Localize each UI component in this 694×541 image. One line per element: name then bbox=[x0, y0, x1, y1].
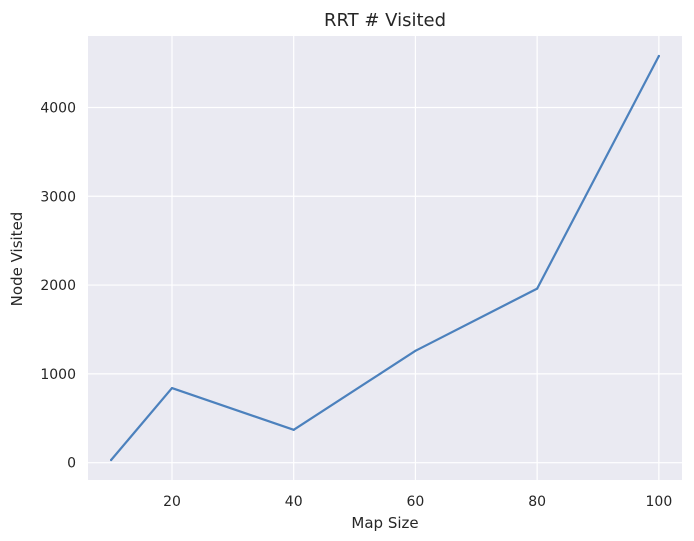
y-gridlines bbox=[88, 106, 682, 464]
x-gridlines bbox=[171, 36, 660, 480]
data-point bbox=[657, 54, 660, 58]
data-point bbox=[414, 349, 417, 352]
plot-area bbox=[88, 36, 682, 480]
x-tick-label: 40 bbox=[285, 494, 303, 510]
series-layer bbox=[110, 54, 660, 462]
y-tick-label: 4000 bbox=[40, 100, 76, 116]
y-tick-label: 3000 bbox=[40, 189, 76, 205]
y-tick-label: 0 bbox=[67, 456, 76, 472]
data-point bbox=[110, 458, 113, 462]
x-tick-label: 100 bbox=[646, 494, 673, 510]
x-tick-label: 80 bbox=[528, 494, 546, 510]
x-axis-label: Map Size bbox=[351, 514, 418, 532]
x-tick-label: 60 bbox=[407, 494, 425, 510]
data-point bbox=[170, 386, 174, 390]
x-tick-label: 20 bbox=[163, 494, 181, 510]
y-tick-label: 1000 bbox=[40, 367, 76, 383]
y-axis-label: Node Visited bbox=[8, 212, 26, 307]
chart-title: RRT # Visited bbox=[324, 10, 446, 31]
series-line bbox=[110, 54, 660, 462]
x-tick-labels: 20 40 60 80 100 bbox=[163, 494, 672, 510]
data-point bbox=[536, 287, 539, 290]
data-point bbox=[292, 428, 295, 431]
y-tick-labels: 0 1000 2000 3000 4000 bbox=[40, 100, 76, 471]
y-tick-label: 2000 bbox=[40, 278, 76, 294]
